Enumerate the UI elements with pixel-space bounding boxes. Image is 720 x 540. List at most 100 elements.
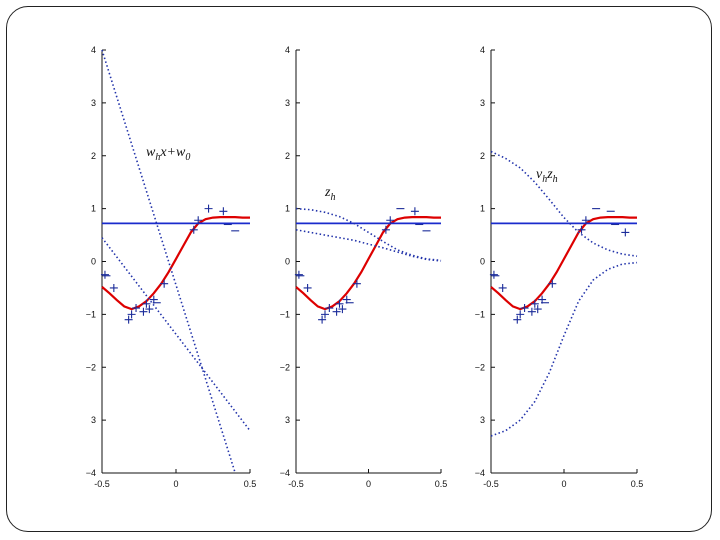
y-tick-label: 0 [285, 257, 290, 267]
plus-marker [124, 315, 133, 324]
y-tick-label: 0 [480, 257, 485, 267]
plus-marker [189, 225, 198, 234]
plus-marker [100, 270, 109, 279]
plus-marker [194, 216, 203, 225]
y-tick-label: −1 [86, 309, 96, 319]
dotted-curve-4 [490, 261, 638, 437]
y-tick-label: 3 [91, 415, 96, 425]
plus-marker [386, 216, 395, 225]
red-fit-curve-1 [101, 216, 250, 311]
annotation-main: v [536, 167, 543, 182]
x-tick-label: 0 [173, 479, 178, 489]
plus-marker [577, 225, 586, 234]
plus-marker [335, 299, 344, 308]
plus-marker [513, 315, 522, 324]
y-tick-label: −4 [475, 468, 485, 478]
y-tick-label: −1 [475, 309, 485, 319]
y-tick-label: 4 [91, 45, 96, 55]
x-tick-label: 0.5 [631, 479, 644, 489]
plus-marker [410, 207, 419, 216]
y-tick-label: 2 [480, 151, 485, 161]
red-fit-curve-1 [295, 216, 441, 311]
dotted-curve-4 [295, 229, 442, 262]
curve-annotation: whx+w0 [146, 145, 190, 163]
slide-frame [6, 6, 712, 532]
plus-marker [533, 305, 542, 314]
y-tick-label: 3 [285, 415, 290, 425]
x-tick-label: 0 [561, 479, 566, 489]
dotted-curve-4 [101, 237, 251, 432]
plus-marker [160, 279, 169, 288]
plus-marker [530, 299, 539, 308]
plus-marker [498, 283, 507, 292]
annotation-mid: z [546, 167, 553, 182]
plus-marker [352, 279, 361, 288]
y-tick-label: 3 [91, 98, 96, 108]
plus-marker [139, 307, 148, 316]
plus-marker [520, 304, 529, 313]
dotted-curve-3 [490, 150, 638, 257]
y-tick-label: −4 [86, 468, 96, 478]
y-tick-label: 2 [91, 151, 96, 161]
y-tick-label: −2 [280, 362, 290, 372]
y-tick-label: 1 [480, 204, 485, 214]
plus-marker [548, 279, 557, 288]
y-tick-label: −2 [86, 362, 96, 372]
plus-marker [127, 310, 136, 319]
plus-marker [581, 216, 590, 225]
x-tick-label: 0 [366, 479, 371, 489]
plus-marker [142, 299, 151, 308]
plus-marker [489, 270, 498, 279]
annotation-main: w [146, 145, 156, 160]
y-tick-label: 0 [91, 257, 96, 267]
plus-marker [332, 307, 341, 316]
curve-annotation: vhzh [536, 167, 558, 185]
x-tick-label: 0.5 [244, 479, 257, 489]
annotation-sub1: h [155, 152, 160, 163]
y-tick-label: 1 [285, 204, 290, 214]
plus-marker [621, 228, 630, 237]
x-tick-label: -0.5 [483, 479, 499, 489]
plus-marker [294, 270, 303, 279]
annotation-mid: x+w [159, 145, 186, 160]
y-tick-label: −4 [280, 468, 290, 478]
curve-annotation: zh [324, 185, 335, 203]
y-tick-label: 3 [285, 98, 290, 108]
y-tick-label: 3 [480, 415, 485, 425]
plus-marker [204, 204, 213, 213]
plus-marker [527, 307, 536, 316]
y-tick-label: −2 [475, 362, 485, 372]
dotted-curve-3 [295, 207, 442, 262]
annotation-sub2: h [553, 174, 558, 185]
plus-marker [325, 304, 334, 313]
annotation-sub1: h [542, 174, 547, 185]
plus-marker [303, 283, 312, 292]
annotation-main: z [324, 185, 331, 200]
y-tick-label: 4 [285, 45, 290, 55]
plus-marker [516, 310, 525, 319]
x-tick-label: -0.5 [94, 479, 110, 489]
x-tick-label: 0.5 [435, 479, 448, 489]
x-tick-label: -0.5 [288, 479, 304, 489]
dotted-curve-3 [101, 49, 236, 474]
annotation-sub2: 0 [185, 152, 190, 163]
plus-marker [145, 305, 154, 314]
plus-marker [318, 315, 327, 324]
y-tick-label: −1 [280, 309, 290, 319]
chart-panel-3: 4 3 2 1 0 −1 −2 3 −4-0.5 0 0.5 vhzh [475, 45, 644, 489]
y-tick-label: 1 [91, 204, 96, 214]
plus-marker [321, 310, 329, 319]
chart-panel-2: 4 3 2 1 0 −1 −2 3 −4-0.5 0 0.5 zh [280, 45, 448, 489]
plus-marker [109, 283, 118, 292]
plus-marker [381, 225, 390, 234]
plus-marker [132, 304, 141, 313]
y-tick-label: 3 [480, 98, 485, 108]
annotation-sub1: h [330, 192, 335, 203]
plus-marker [219, 207, 228, 216]
plus-marker [338, 305, 347, 314]
red-fit-curve-1 [490, 216, 637, 311]
y-tick-label: 4 [480, 45, 485, 55]
y-tick-label: 2 [285, 151, 290, 161]
